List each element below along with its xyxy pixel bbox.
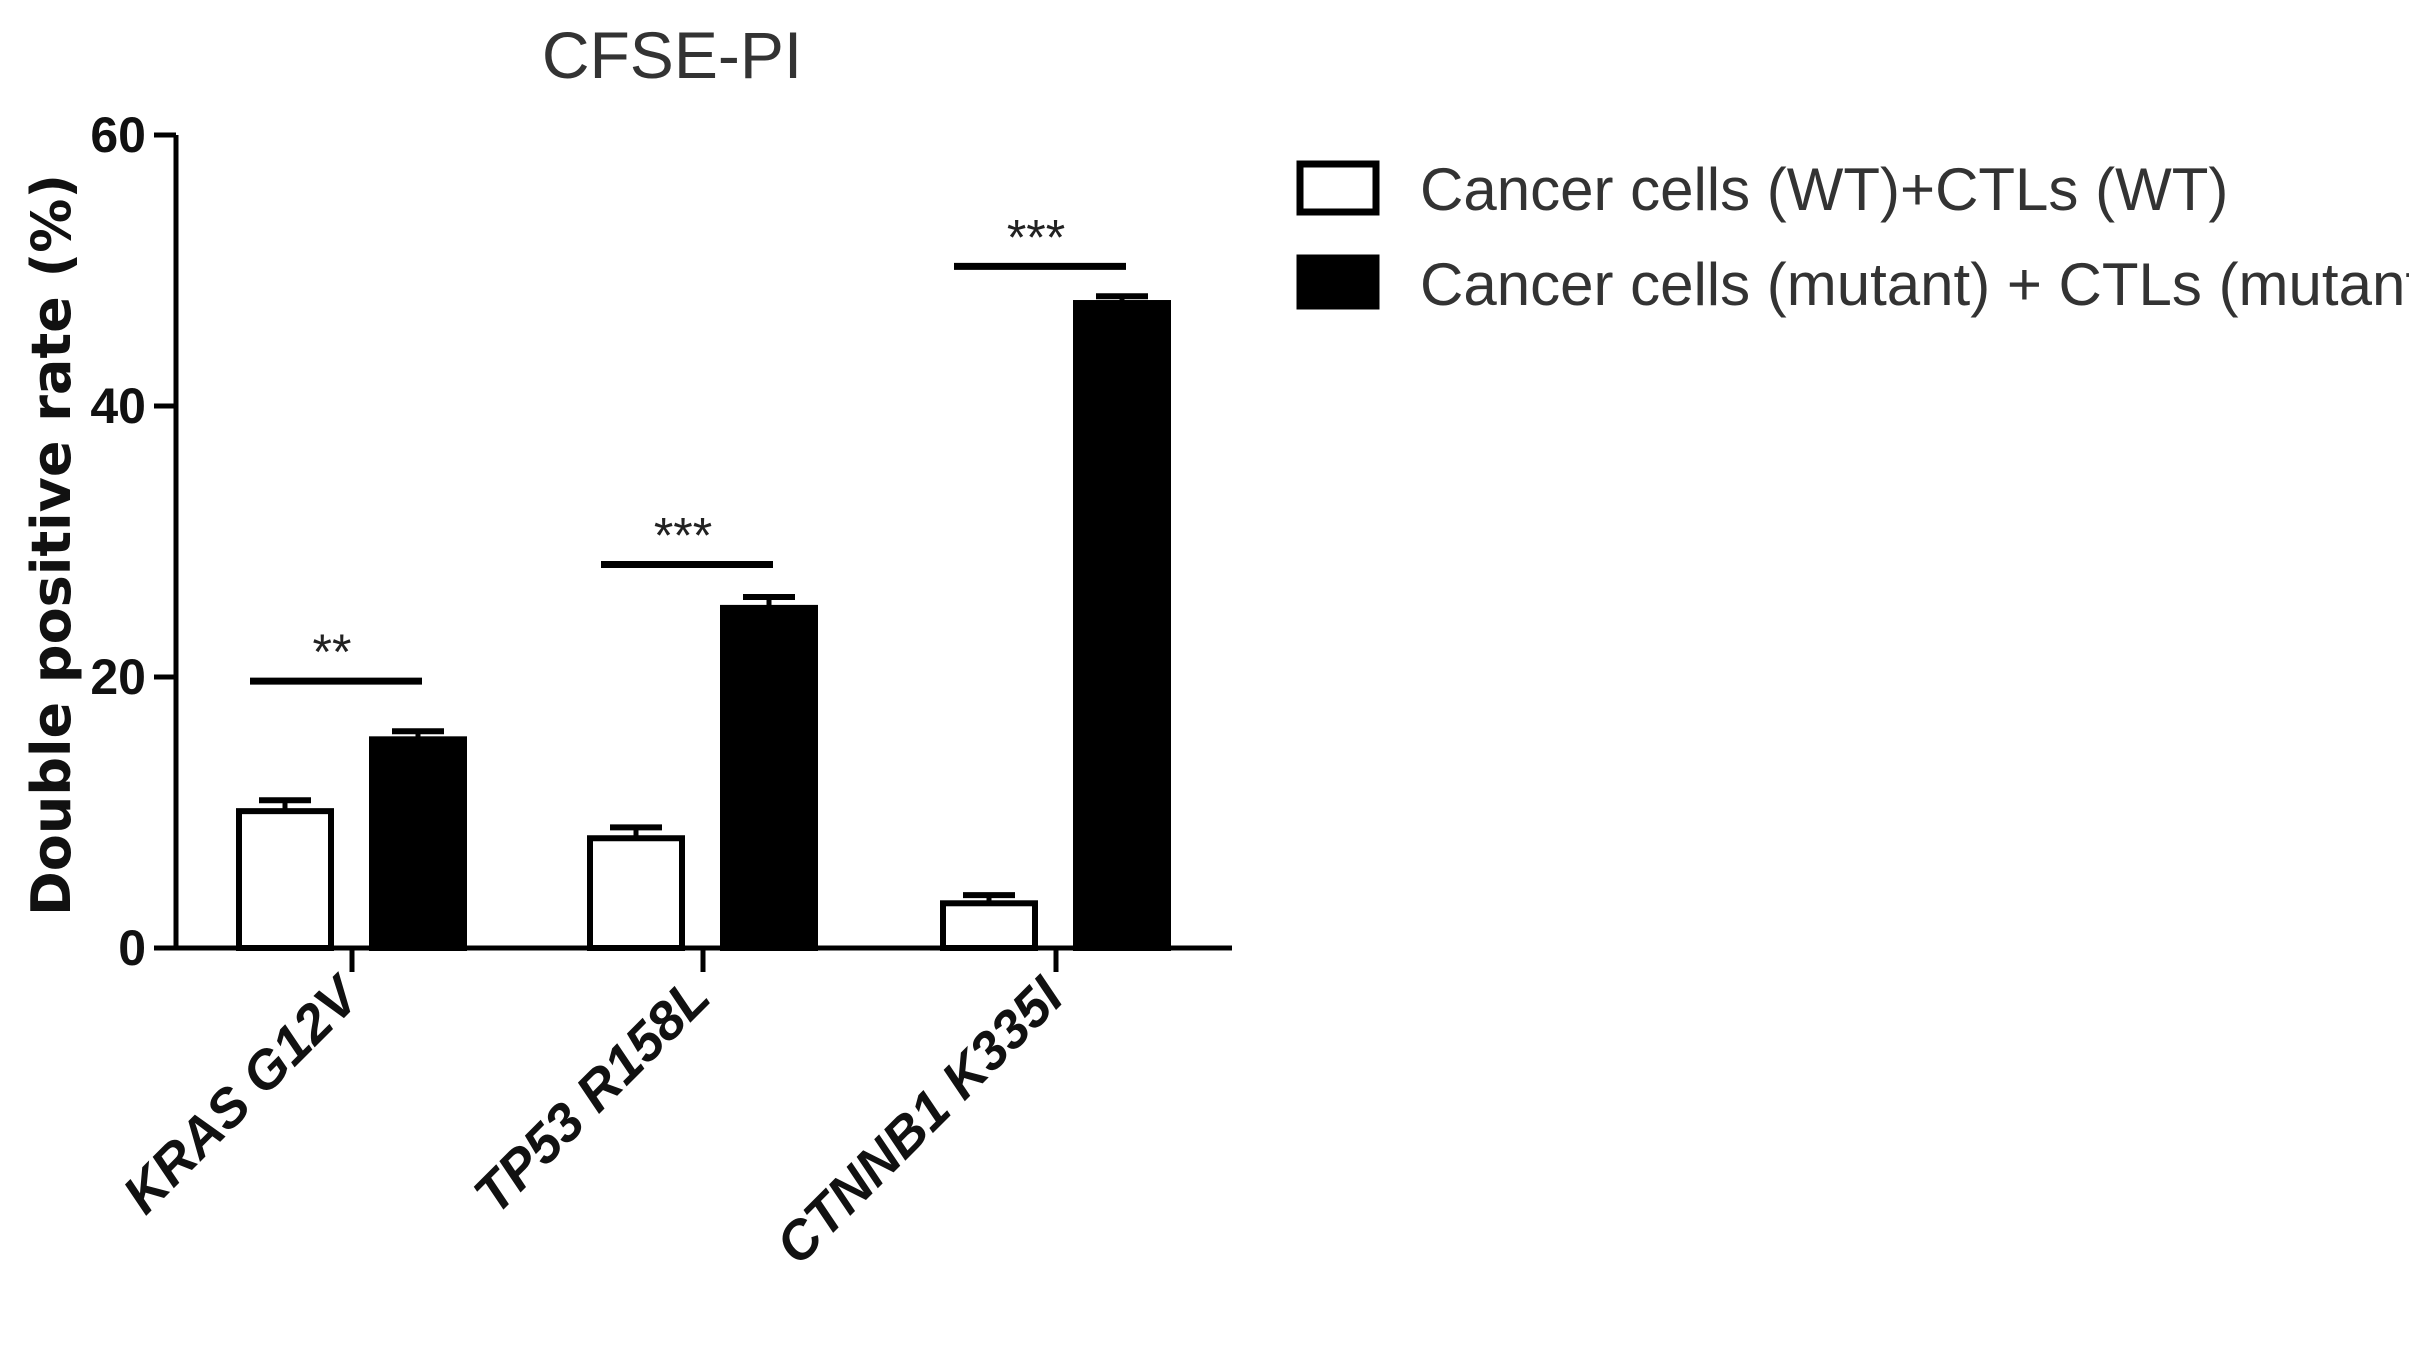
legend-swatch-wt: [1296, 160, 1380, 216]
legend-label-wt: Cancer cells (WT)+CTLs (WT): [1420, 156, 2228, 223]
bar: [587, 835, 685, 951]
legend-label-mutant: Cancer cells (mutant) + CTLs (mutant): [1420, 251, 2409, 318]
legend: Cancer cells (WT)+CTLs (WT) Cancer cells…: [1296, 156, 2409, 318]
bar: [720, 604, 818, 952]
x-tick-label: KRAS G12V: [112, 963, 374, 1225]
x-tick-label: TP53 R158L: [463, 966, 722, 1225]
plot-area: 0 20 40 60 KRAS G12V TP53 R158L CTNNB1 K335I **…: [90, 107, 1232, 1276]
bar: [236, 808, 334, 952]
y-tick-label: 20: [90, 649, 146, 705]
significance-label: ***: [654, 508, 712, 564]
bar: [1073, 300, 1171, 951]
chart-title: CFSE-PI: [542, 18, 802, 92]
y-axis-label: Double positive rate (%): [20, 174, 83, 916]
significance-label: **: [313, 624, 352, 680]
bar: [940, 900, 1038, 951]
x-tick-label: CTNNB1 K335I: [765, 965, 1075, 1275]
y-tick-label: 60: [90, 107, 146, 163]
bar: [369, 736, 467, 952]
legend-swatch-mutant: [1296, 254, 1380, 310]
significance-label: ***: [1007, 209, 1065, 265]
y-tick-label: 40: [90, 378, 146, 434]
y-tick-label: 0: [118, 920, 146, 976]
